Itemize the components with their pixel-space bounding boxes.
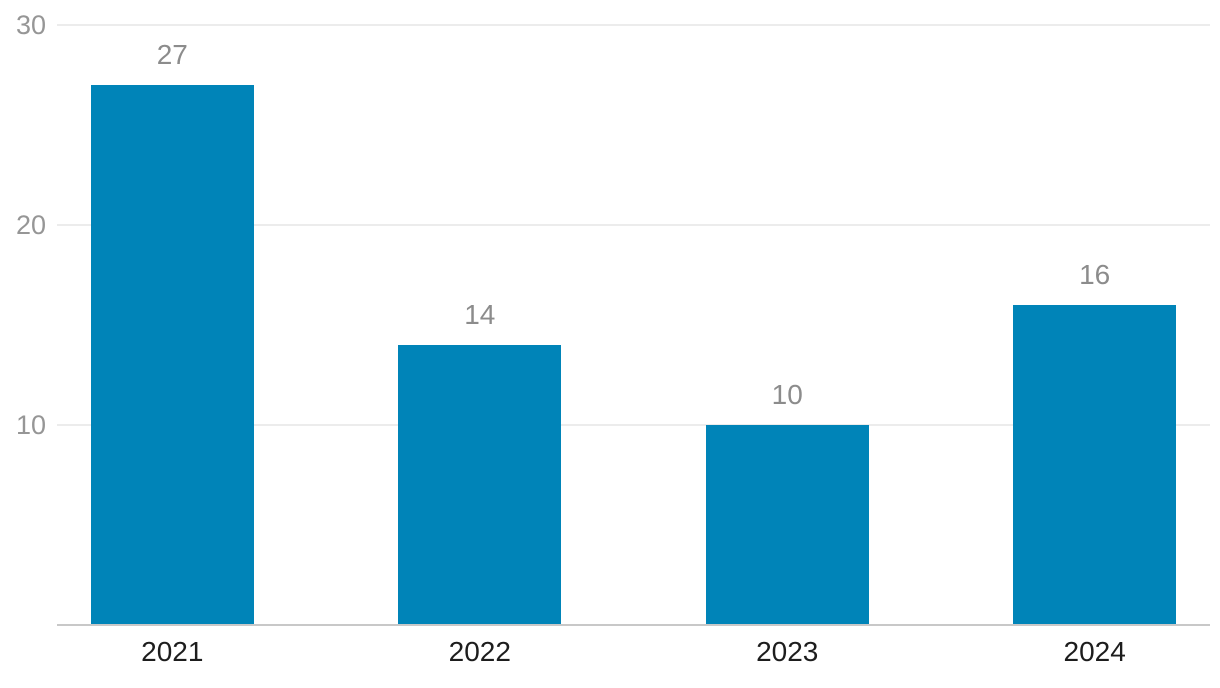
x-axis-category-label: 2024 <box>1063 636 1126 667</box>
x-axis-category-label: 2022 <box>448 636 511 667</box>
bar <box>90 85 254 626</box>
gridline <box>57 424 1210 426</box>
gridline <box>57 24 1210 26</box>
bar-value-label: 10 <box>771 379 803 410</box>
x-axis-category-label: 2021 <box>141 636 204 667</box>
bar-value-label: 14 <box>464 299 496 330</box>
x-axis-line <box>57 624 1210 626</box>
x-axis-category-label: 2023 <box>756 636 819 667</box>
bar <box>398 345 562 626</box>
y-axis-tick-label: 30 <box>15 10 46 40</box>
bar-value-label: 16 <box>1079 259 1111 290</box>
bar-value-label: 27 <box>156 39 188 70</box>
y-axis-tick-label: 20 <box>15 210 46 240</box>
gridline <box>57 224 1210 226</box>
bar <box>1013 305 1177 626</box>
y-axis-tick-label: 10 <box>15 410 46 440</box>
bar <box>705 425 869 626</box>
